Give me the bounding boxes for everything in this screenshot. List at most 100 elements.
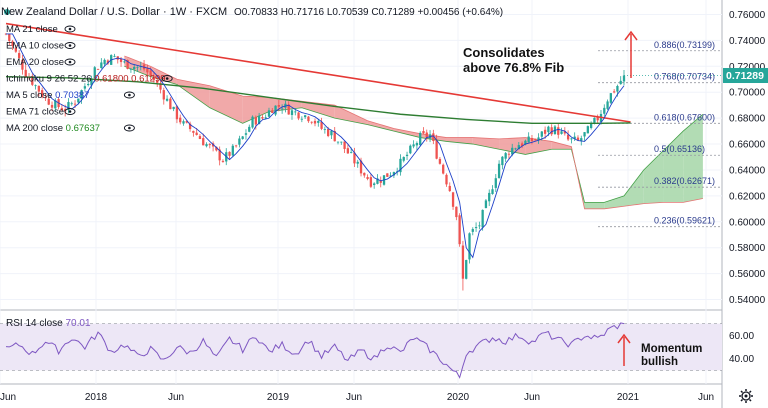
- candle-body: [313, 120, 317, 124]
- candle-body: [152, 76, 156, 80]
- y-tick-label: 0.56000: [729, 269, 766, 280]
- candle-body: [369, 177, 373, 187]
- fib-label-0.768: 0.768(0.70734): [654, 72, 715, 82]
- candle-body: [501, 156, 504, 166]
- visibility-eye-icon[interactable]: [64, 42, 76, 49]
- candle-body: [106, 60, 110, 64]
- legend-row[interactable]: EMA 10 close: [6, 41, 64, 52]
- ohlc-readout: O0.70833 H0.71716 L0.70539 C0.71289 +0.0…: [234, 7, 503, 18]
- candle-body: [231, 145, 234, 156]
- eye-outline: [64, 25, 76, 33]
- candle-body: [261, 117, 264, 119]
- candle-body: [465, 260, 468, 279]
- legend-row[interactable]: MA 5 close 0.70387: [6, 90, 89, 101]
- candle-body: [241, 136, 244, 139]
- fib-label-0.382: 0.382(0.62671): [654, 176, 715, 186]
- y-tick-label: 0.64000: [729, 165, 766, 176]
- candle-body: [172, 106, 175, 110]
- x-tick-label: 2021: [617, 392, 640, 403]
- candle-body: [50, 104, 54, 108]
- candle-body: [24, 69, 27, 77]
- candle-body: [215, 146, 218, 151]
- candle-body: [563, 131, 566, 134]
- fib-label-0.5: 0.5(0.65136): [654, 144, 705, 154]
- fib-label-0.886: 0.886(0.73199): [654, 40, 715, 50]
- visibility-eye-icon[interactable]: [123, 91, 135, 99]
- ma200-line: [5, 75, 631, 125]
- candle-body: [425, 132, 428, 138]
- gear-icon[interactable]: [739, 389, 753, 403]
- candle-body: [622, 75, 626, 82]
- x-tick-label: Jun: [168, 392, 184, 403]
- visibility-eye-icon[interactable]: [64, 58, 76, 66]
- candle-body: [603, 107, 606, 114]
- candle-body: [363, 172, 366, 176]
- candle-body: [612, 91, 616, 93]
- candle-body: [87, 84, 90, 86]
- y-tick-label: 0.74000: [729, 36, 766, 47]
- x-tick-label: Jun: [346, 392, 362, 403]
- candle-body: [389, 175, 392, 177]
- candle-body: [188, 123, 192, 130]
- candle-body: [438, 158, 442, 164]
- candle-body: [419, 132, 422, 145]
- legend-row[interactable]: EMA 71 close: [6, 107, 64, 118]
- candle-body: [310, 121, 313, 123]
- candle-body: [103, 59, 106, 65]
- visibility-eye-icon[interactable]: [64, 25, 76, 33]
- eye-outline: [64, 42, 76, 49]
- candle-body: [596, 117, 599, 121]
- y-tick-label: 0.60000: [729, 217, 766, 228]
- candle-body: [70, 103, 73, 105]
- rsi-line: [5, 322, 625, 379]
- visibility-eye-icon[interactable]: [123, 124, 135, 132]
- cloud-segment-bull: [663, 131, 684, 203]
- candle-body: [451, 192, 455, 207]
- candle-body: [73, 103, 77, 105]
- legend-row[interactable]: MA 200 close 0.67637: [6, 123, 100, 134]
- cloud-segment-bear: [393, 128, 421, 138]
- candle-body: [326, 129, 330, 137]
- rsi-label: RSI 14 close 70.01: [6, 318, 91, 329]
- y-tick-label: 0.62000: [729, 191, 766, 202]
- candle-body: [517, 145, 520, 150]
- candle-body: [41, 90, 44, 98]
- rsi-tick-label: 60.00: [729, 331, 754, 342]
- indicator-legend[interactable]: MA 21 close EMA 10 close EMA 20 close Ichim…: [6, 24, 173, 134]
- candle-body: [90, 79, 93, 86]
- candle-body: [609, 93, 613, 103]
- candle-body: [77, 98, 80, 103]
- candle-body: [287, 104, 290, 115]
- eye-outline: [123, 124, 135, 132]
- candle-body: [448, 185, 451, 192]
- annotation-momentum-line2: bullish: [641, 356, 678, 368]
- candle-body: [17, 53, 21, 59]
- legend-row[interactable]: MA 21 close: [6, 24, 58, 35]
- candle-body: [527, 136, 530, 143]
- eye-pupil: [68, 44, 72, 47]
- candle-body: [488, 192, 491, 202]
- candle-body: [244, 133, 248, 135]
- candle-body: [366, 177, 369, 179]
- candle-body: [386, 173, 389, 177]
- visibility-eye-icon[interactable]: [64, 108, 76, 115]
- candle-body: [54, 100, 57, 109]
- legend-row[interactable]: EMA 20 close: [6, 57, 64, 68]
- visibility-eye-icon[interactable]: [161, 75, 173, 82]
- rsi-tick-label: 40.00: [729, 354, 754, 365]
- candle-body: [340, 141, 343, 143]
- legend-row[interactable]: Ichimoku 9 26 52 26 0.61800 0.61299: [6, 74, 166, 85]
- candle-body: [491, 189, 494, 195]
- candle-body: [254, 117, 257, 125]
- candle-body: [202, 138, 205, 146]
- cloud-segment-bull: [624, 169, 644, 207]
- y-tick-label: 0.58000: [729, 243, 766, 254]
- trendline: [5, 22, 631, 123]
- candle-body: [593, 117, 596, 123]
- candle-body: [11, 41, 14, 46]
- cloud-segment-bull: [604, 195, 624, 209]
- fib-label-0.236: 0.236(0.59621): [654, 216, 715, 226]
- candle-body: [455, 206, 458, 218]
- symbol-title[interactable]: New Zealand Dollar / U.S. Dollar · 1W · …: [1, 6, 227, 18]
